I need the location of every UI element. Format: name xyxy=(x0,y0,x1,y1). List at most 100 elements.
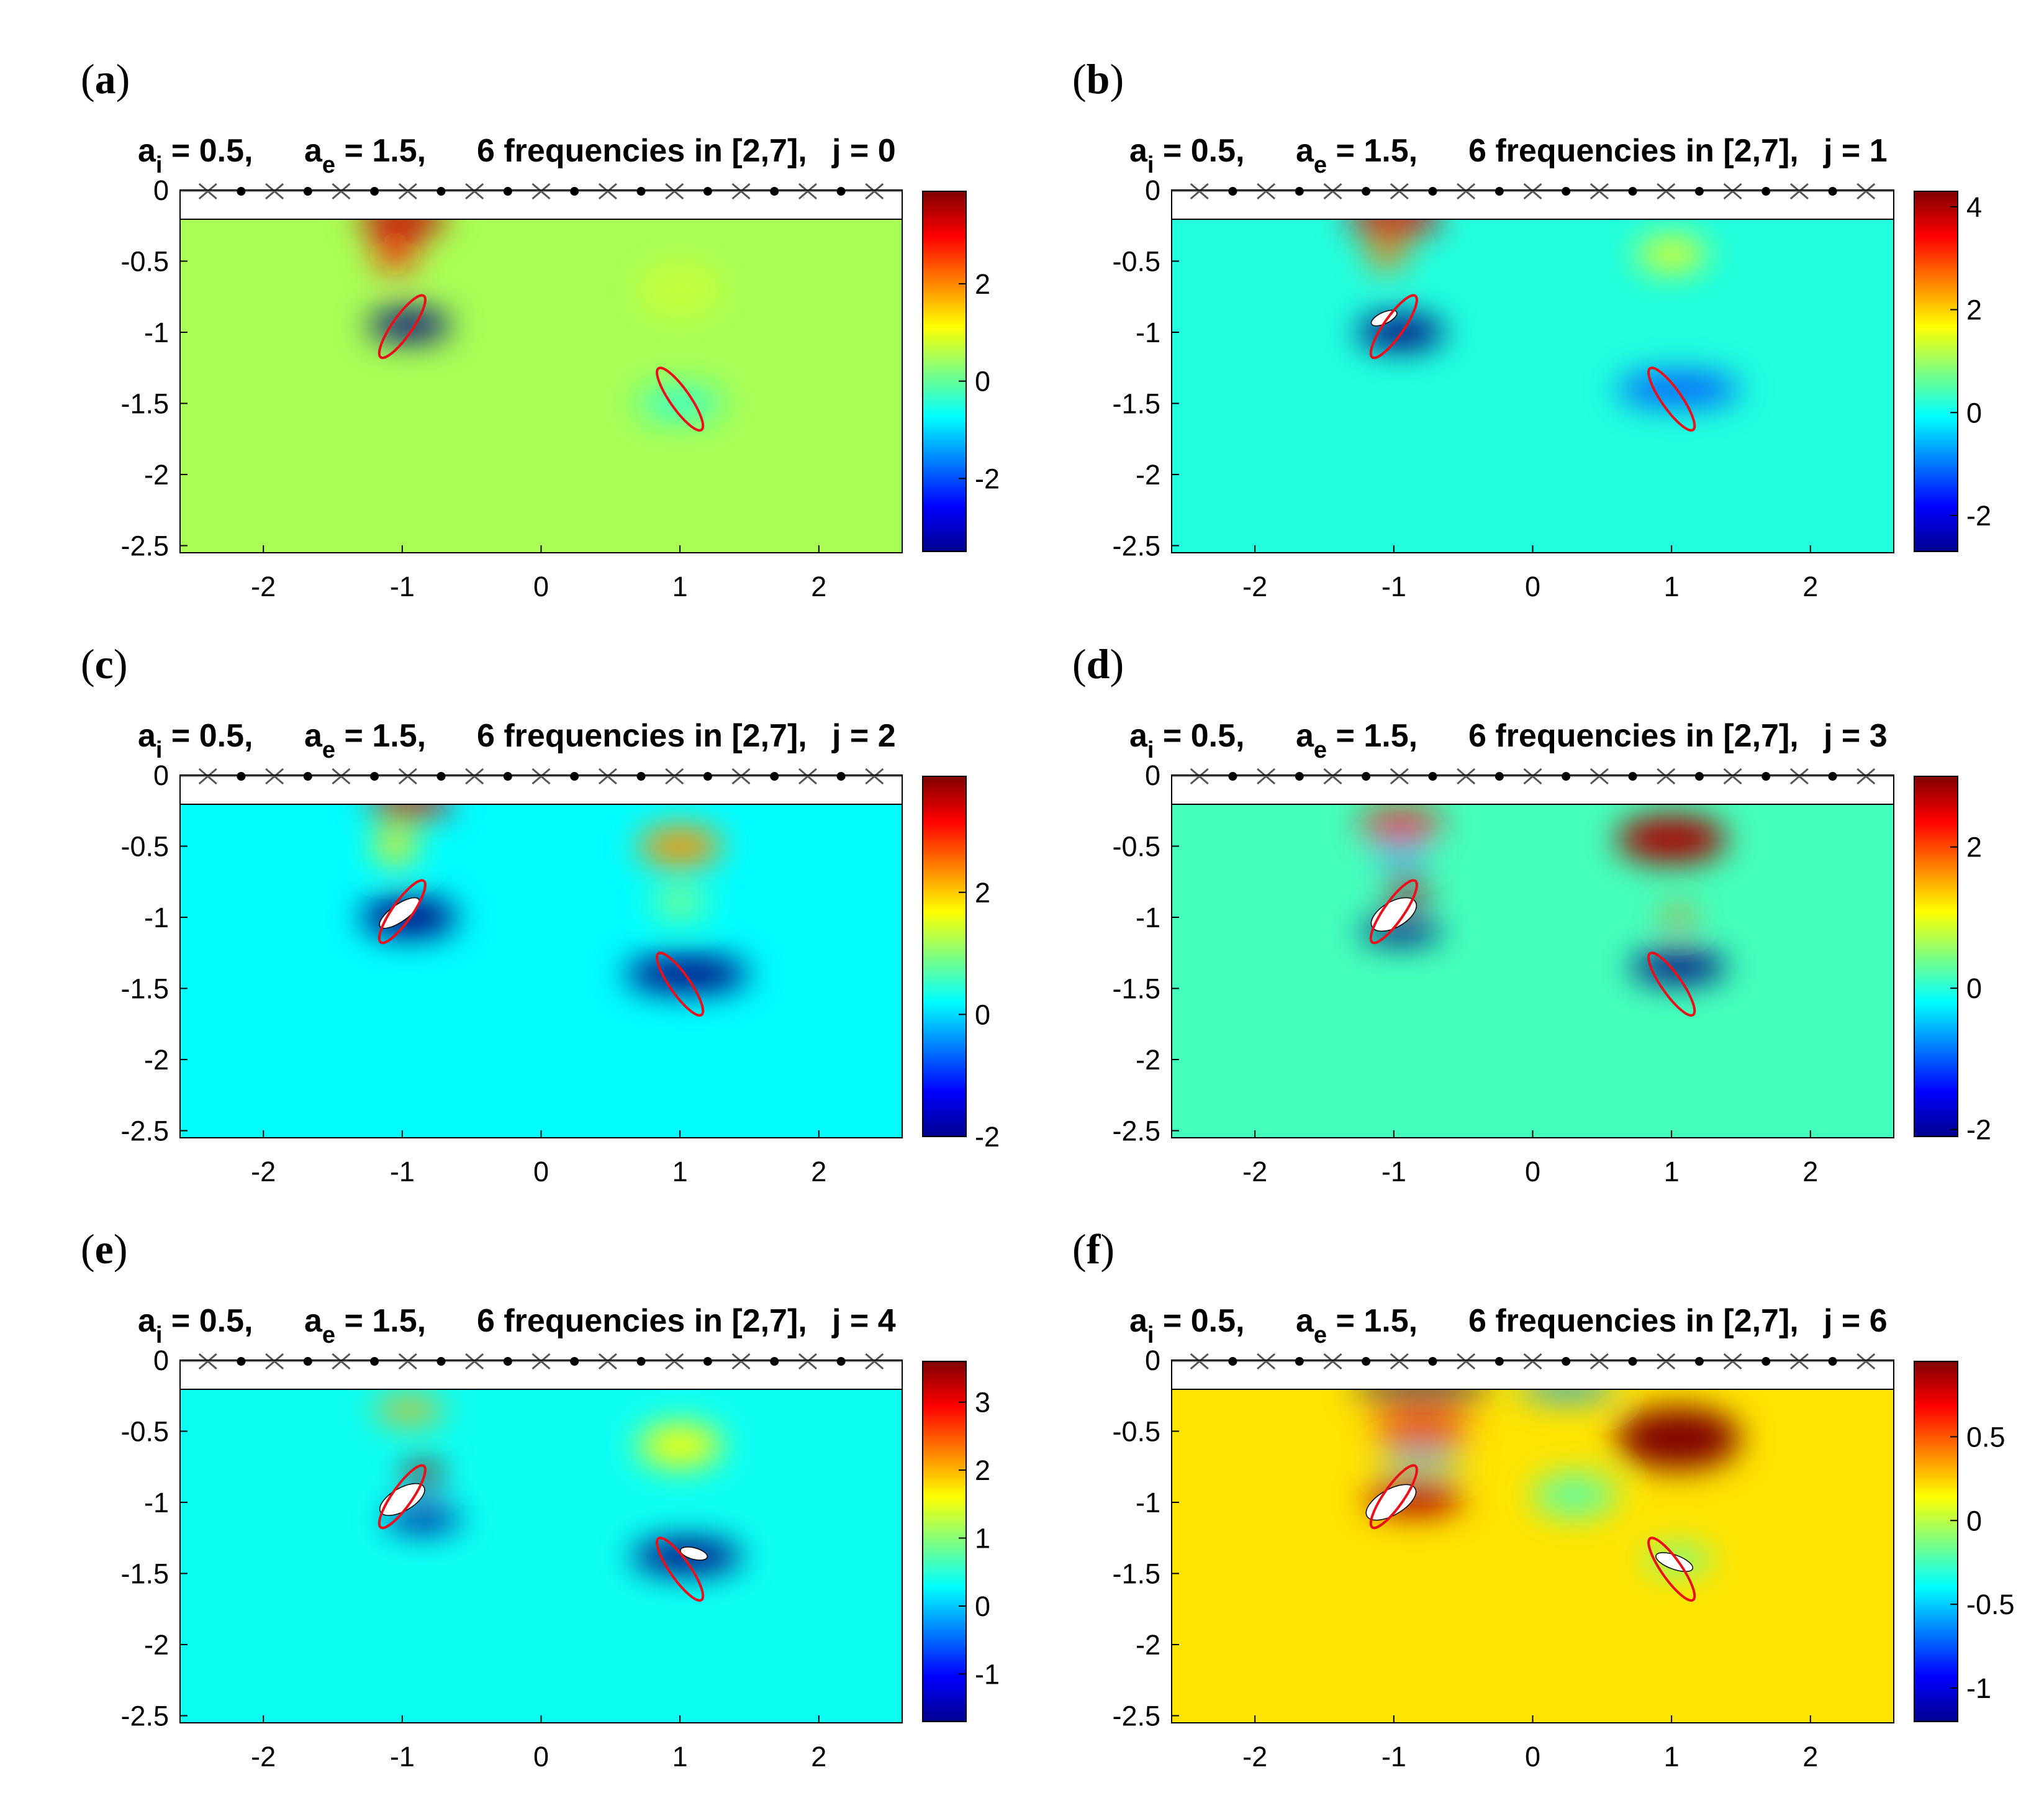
x-tick-label: -2 xyxy=(251,1156,276,1187)
y-tick-label: -1 xyxy=(1136,317,1160,348)
receiver-marker xyxy=(1828,187,1837,196)
field-blob xyxy=(1352,1389,1491,1399)
y-tick-label: -1.5 xyxy=(1112,388,1160,420)
reconstructed-inclusion xyxy=(379,1483,425,1516)
colorbar xyxy=(922,776,967,1137)
field-blob xyxy=(358,219,447,236)
x-tick-label: 1 xyxy=(1664,1156,1680,1187)
x-tick-label: 2 xyxy=(811,1741,826,1772)
true-inclusion-ellipse xyxy=(378,294,427,360)
field-blob xyxy=(635,261,725,319)
field-background xyxy=(1172,804,1894,1138)
receiver-marker xyxy=(1628,1357,1637,1366)
receiver-marker xyxy=(636,1357,646,1366)
true-inclusion-ellipse xyxy=(1647,1536,1696,1602)
x-tick-label: -1 xyxy=(1382,571,1406,602)
receiver-marker xyxy=(770,772,779,781)
field-blob xyxy=(374,829,417,863)
x-tick-label: 2 xyxy=(1802,1741,1818,1772)
y-tick-label: -2 xyxy=(1136,1044,1160,1076)
receiver-marker xyxy=(1428,187,1437,196)
colorbar-tick-label: 2 xyxy=(975,1455,990,1486)
colorbar-tick-label: -1 xyxy=(975,1658,1000,1690)
receiver-marker xyxy=(1761,772,1771,781)
receiver-marker xyxy=(303,772,312,781)
colorbar xyxy=(1914,1361,1958,1722)
y-tick-label: -0.5 xyxy=(1112,1416,1160,1448)
receiver-marker xyxy=(770,187,779,196)
field-blob xyxy=(1532,1474,1616,1517)
y-tick-label: -1.5 xyxy=(120,1558,169,1590)
panel-f: (f) ai = 0.5, ae = 1.5, 6 frequencies in [2… xyxy=(1072,1225,2015,1772)
colorbar-tick-label: 2 xyxy=(975,877,990,909)
receiver-marker xyxy=(1495,1357,1504,1366)
receiver-marker xyxy=(1694,772,1704,781)
receiver-marker xyxy=(636,772,646,781)
field-blob xyxy=(624,955,749,993)
field-features xyxy=(358,219,725,418)
true-inclusion-ellipse xyxy=(656,951,705,1017)
field-background xyxy=(1172,219,1894,553)
y-tick-label: -0.5 xyxy=(120,246,169,278)
colorbar-tick-label: 0 xyxy=(975,1591,990,1622)
field-background xyxy=(180,804,902,1138)
x-tick-label: -1 xyxy=(390,1741,415,1772)
receiver-marker xyxy=(303,187,312,196)
colorbar-tick-label: 0 xyxy=(975,999,990,1030)
field-blob xyxy=(384,1508,463,1531)
y-tick-label: -2.5 xyxy=(120,1700,169,1732)
y-tick-label: 0 xyxy=(153,175,169,206)
receiver-marker xyxy=(1761,1357,1771,1366)
x-tick-label: 0 xyxy=(1525,1156,1540,1187)
field-blob xyxy=(1346,219,1441,236)
field-features xyxy=(374,1398,743,1574)
true-inclusion-ellipse xyxy=(378,879,427,945)
y-tick-label: -0.5 xyxy=(120,1416,169,1448)
receiver-marker xyxy=(1495,187,1504,196)
x-tick-label: 0 xyxy=(533,1741,549,1772)
receiver-marker xyxy=(1562,187,1571,196)
panel-d: (d)ai = 0.5, ae = 1.5, 6 frequencies in [2… xyxy=(1072,640,1991,1187)
field-blob xyxy=(1380,1451,1463,1469)
panel-b: (b)ai = 0.5, ae = 1.5, 6 frequencies in [2… xyxy=(1072,55,1991,602)
colorbar xyxy=(922,191,967,552)
colorbar-tick-label: -1 xyxy=(1966,1673,1991,1704)
sensor-strip xyxy=(180,775,902,804)
colorbar-tick-label: 1 xyxy=(975,1523,990,1555)
colorbar-tick-label: 0.5 xyxy=(1966,1421,2006,1453)
y-tick-label: -2 xyxy=(144,459,169,491)
receiver-marker xyxy=(503,1357,512,1366)
colorbar-tick-label: -0.5 xyxy=(1966,1589,2015,1620)
field-blob xyxy=(1616,1407,1741,1470)
y-tick-label: -2.5 xyxy=(120,530,169,562)
y-tick-label: -0.5 xyxy=(1112,246,1160,278)
x-tick-label: 0 xyxy=(533,571,549,602)
receiver-marker xyxy=(703,187,712,196)
sensor-strip xyxy=(1172,775,1894,804)
receiver-marker xyxy=(1628,772,1637,781)
x-tick-label: -2 xyxy=(1242,1741,1267,1772)
panel-label: (b) xyxy=(1072,55,1124,102)
x-tick-label: 2 xyxy=(811,571,826,602)
y-tick-label: 0 xyxy=(153,1345,169,1376)
field-blob xyxy=(638,389,722,418)
field-blob xyxy=(1662,909,1696,926)
field-blob xyxy=(1637,237,1707,271)
field-blob xyxy=(1366,240,1408,268)
y-tick-label: -2.5 xyxy=(1112,1700,1160,1732)
y-tick-label: -1.5 xyxy=(1112,973,1160,1005)
receiver-marker xyxy=(237,1357,246,1366)
receiver-marker xyxy=(636,187,646,196)
true-inclusion-ellipse xyxy=(1369,294,1418,360)
true-inclusion-ellipse xyxy=(1647,366,1696,432)
panel-label: (c) xyxy=(81,640,128,688)
receiver-marker xyxy=(1828,772,1837,781)
receiver-marker xyxy=(436,772,446,781)
y-tick-label: -0.5 xyxy=(120,831,169,863)
x-tick-label: -1 xyxy=(390,571,415,602)
x-tick-label: -2 xyxy=(1242,571,1267,602)
receiver-marker xyxy=(436,187,446,196)
receiver-marker xyxy=(703,772,712,781)
panel-label: (e) xyxy=(81,1225,128,1273)
receiver-marker xyxy=(1228,187,1237,196)
